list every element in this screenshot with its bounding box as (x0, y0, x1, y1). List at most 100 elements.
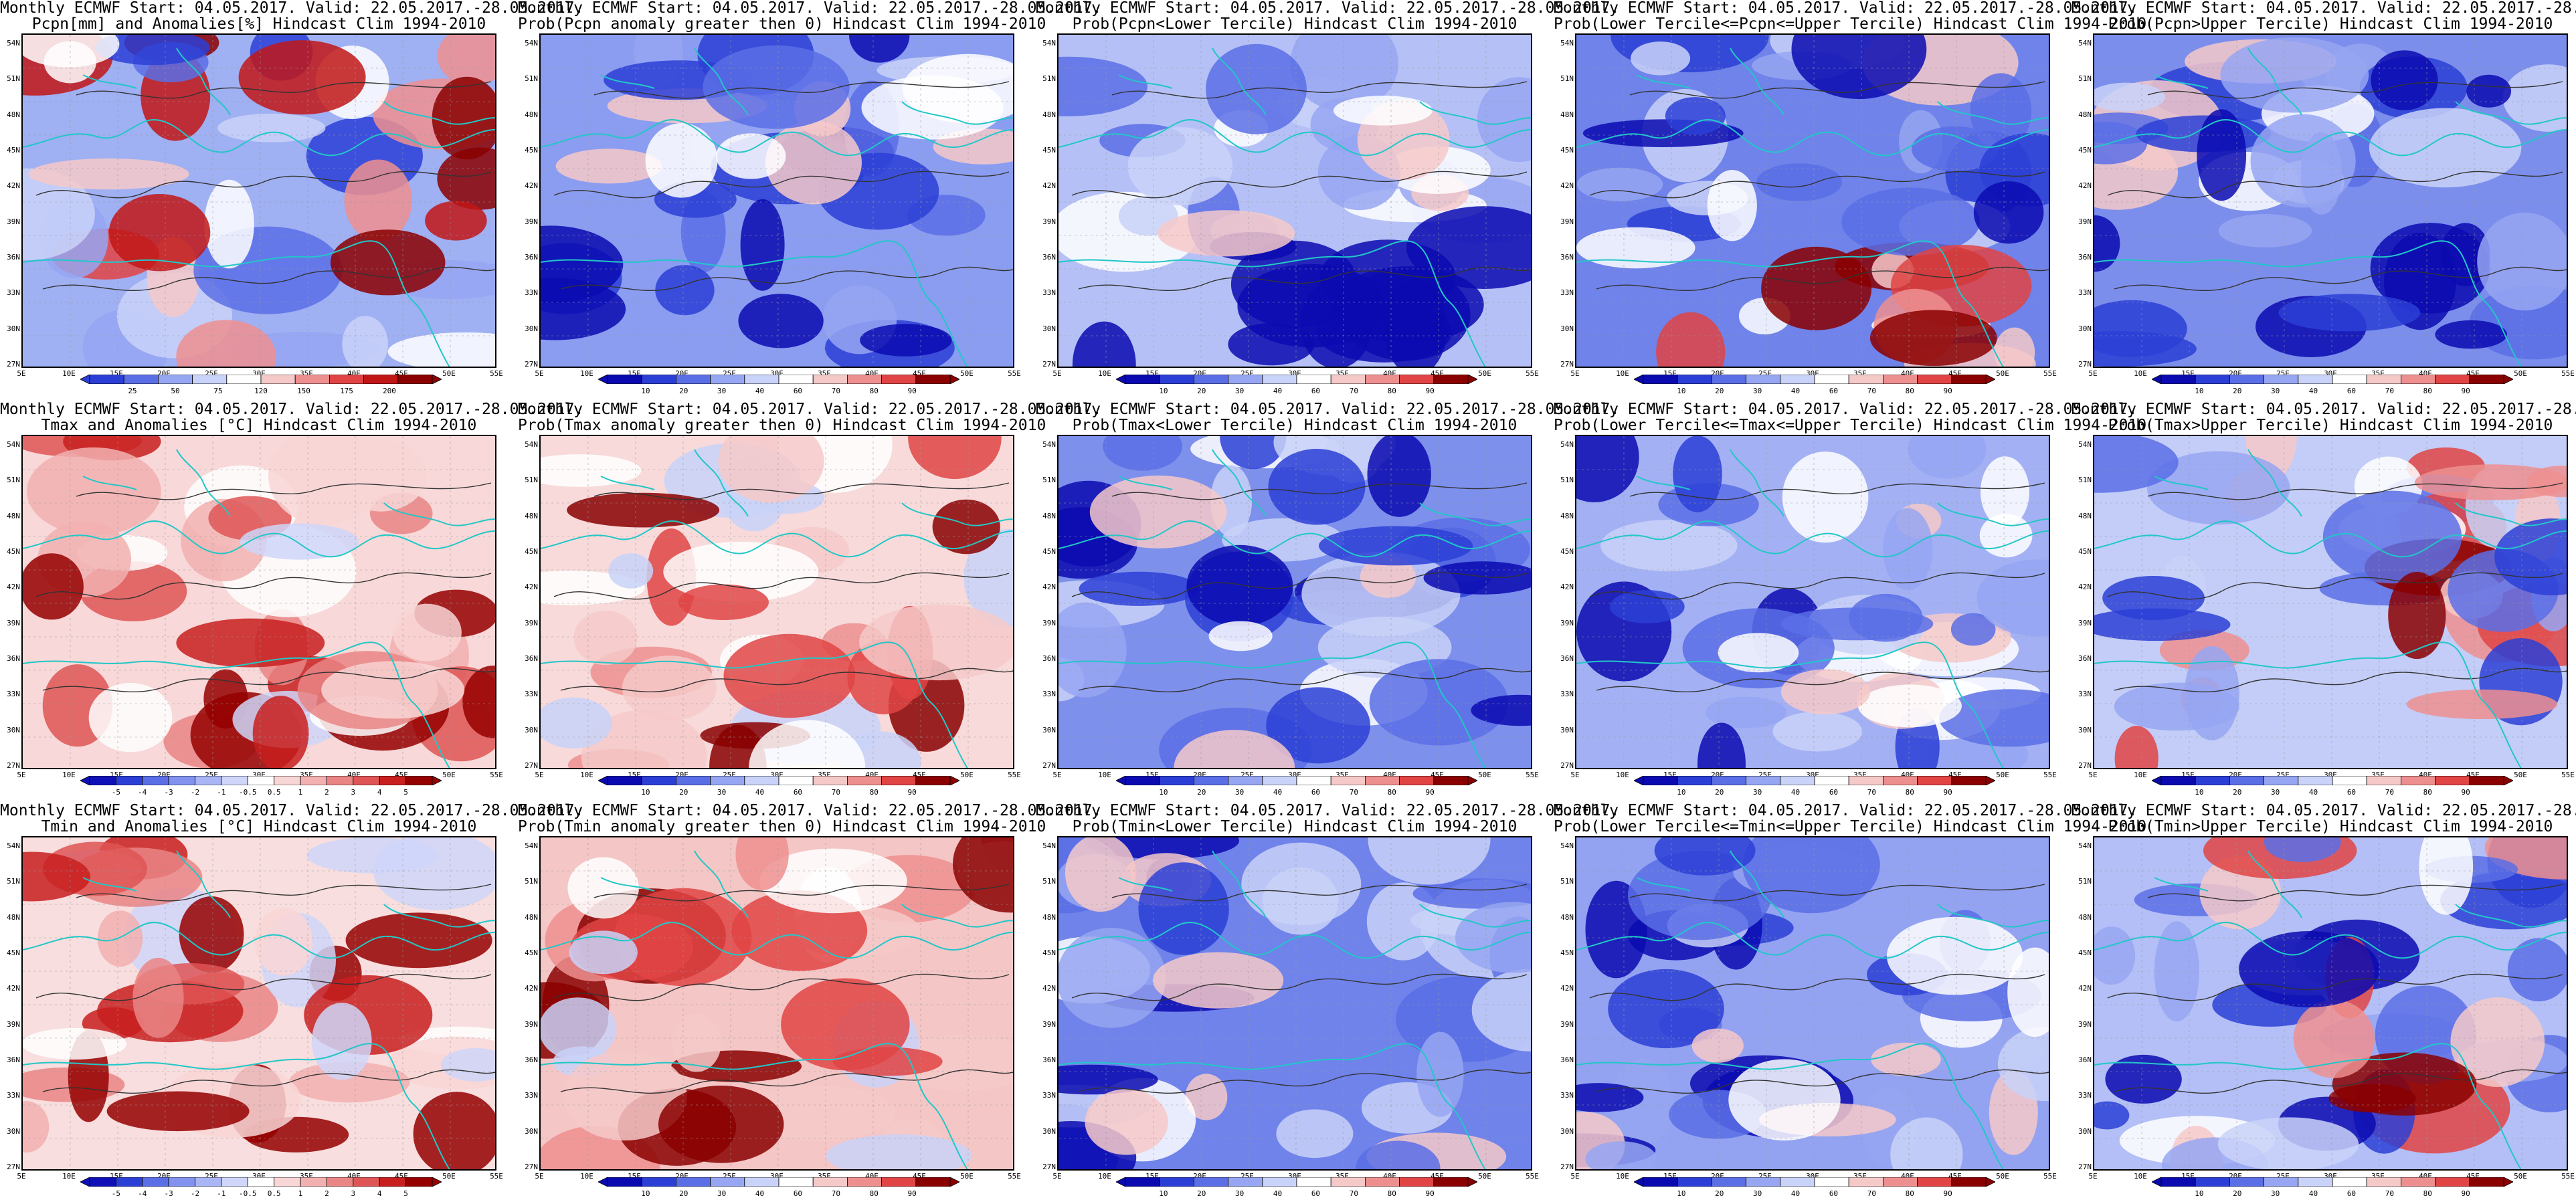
color-bar-segment (2264, 776, 2299, 785)
field-blob (28, 158, 189, 190)
color-bar-label: 80 (869, 788, 879, 797)
latitude-label: 54N (1042, 841, 1056, 850)
field-blob (826, 1134, 972, 1169)
latitude-label: 33N (7, 288, 20, 298)
field-blob (2094, 82, 2165, 112)
color-bar-label: 25 (128, 387, 137, 395)
latitude-label: 45N (1042, 547, 1056, 556)
color-bar (1116, 375, 1477, 384)
color-bar-label: -5 (111, 1189, 120, 1198)
color-bar-segment (1125, 776, 1160, 785)
coastline (1636, 850, 2049, 928)
coastline (1576, 641, 2004, 768)
field-blob (1059, 1064, 1158, 1095)
color-bar-segment (397, 375, 433, 384)
color-bar-segment (379, 776, 407, 785)
coastline (2094, 1043, 2522, 1169)
color-bar-label: 40 (1273, 788, 1283, 797)
latitude-label: 42N (1042, 984, 1056, 993)
coastline (1059, 922, 1531, 959)
color-bar-segment (2332, 776, 2367, 785)
contour-line (560, 668, 1013, 693)
longitude-label: 50E (1996, 369, 2009, 378)
contour-line (42, 266, 495, 292)
color-bar-segment (221, 1177, 248, 1187)
map-field (1575, 836, 2050, 1171)
color-bar-label: 20 (2233, 387, 2242, 395)
field-blob (1600, 520, 1738, 572)
field-blob (1152, 952, 1284, 1009)
color-bar-segment (353, 776, 380, 785)
latitude-label: 30N (2078, 1126, 2092, 1136)
panel-title-variable: Prob(Tmin anomaly greater then 0) Hindca… (518, 818, 1046, 835)
contour-line (560, 1069, 1013, 1094)
contour-line (593, 482, 1010, 500)
longitude-label: 55E (2043, 1172, 2057, 1181)
color-bar-segment (881, 776, 917, 785)
color-bar (80, 375, 442, 384)
latitude-label: 39N (525, 217, 538, 226)
panel-title-header: Monthly ECMWF Start: 04.05.2017. Valid: … (1036, 802, 1620, 819)
color-bar-segment (327, 1177, 354, 1187)
latitude-label: 27N (525, 1163, 538, 1171)
color-bar-label: 40 (1790, 387, 1801, 395)
field-blob (765, 120, 862, 205)
color-bar-label: 70 (831, 1189, 840, 1198)
color-bar-segment (2435, 1177, 2470, 1187)
color-bar-segment (1712, 776, 1747, 785)
map-field (1057, 33, 1532, 368)
field-blob (1576, 436, 1639, 502)
latitude-label: 54N (525, 841, 538, 850)
field-blob (1072, 321, 1136, 367)
color-bar-label: 60 (2347, 387, 2357, 395)
color-bar (80, 776, 442, 785)
contour-line (2107, 572, 2563, 600)
field-blob (1791, 35, 1927, 100)
color-bar-max-arrow (432, 776, 442, 785)
color-bar-segment (1882, 776, 1918, 785)
contour-line (560, 266, 1013, 292)
latitude-label: 30N (1042, 1126, 1056, 1136)
color-bar-label: 80 (2423, 788, 2432, 797)
panel-title-header: Monthly ECMWF Start: 04.05.2017. Valid: … (1036, 401, 1620, 418)
latitude-label: 39N (1042, 1019, 1056, 1029)
coastline (1576, 922, 2049, 959)
latitude-label: 36N (2078, 1056, 2092, 1064)
latitude-label: 27N (2078, 1163, 2092, 1171)
latitude-label: 39N (7, 1019, 20, 1029)
color-bar-label: 20 (2233, 788, 2242, 797)
coastline (23, 119, 495, 157)
color-bar-max-arrow (1985, 1177, 1995, 1187)
color-bar-segment (778, 375, 814, 384)
field-blob (563, 1051, 687, 1140)
color-bar-segment (158, 375, 193, 384)
color-bar-segment (1951, 776, 1987, 785)
color-bar-segment (2229, 1177, 2265, 1187)
color-bar-label: 30 (2271, 387, 2280, 395)
color-bar-min-arrow (598, 1177, 608, 1187)
field-blob (1276, 1109, 1354, 1159)
latitude-label: 45N (525, 547, 538, 556)
color-bar-label: 20 (2233, 1189, 2242, 1198)
latitude-label: 54N (7, 440, 20, 449)
color-bar-label: 70 (1349, 387, 1358, 395)
field-blob (1576, 1083, 1644, 1112)
color-bar-segment (1677, 776, 1712, 785)
map-panel-prob-tmin-anomaly-gt0: Monthly ECMWF Start: 04.05.2017. Valid: … (518, 803, 1101, 1204)
coastline (23, 520, 495, 558)
color-bar-segment (168, 776, 195, 785)
color-bar-label: 30 (717, 387, 727, 395)
color-bar-segment (744, 776, 779, 785)
field-blob (2184, 645, 2239, 740)
latitude-label: 36N (1042, 253, 1056, 262)
latitude-label: 30N (525, 725, 538, 734)
latitude-label: 33N (525, 690, 538, 699)
color-bar-segment (1228, 776, 1263, 785)
color-bar-min-arrow (598, 776, 608, 785)
panel-title-variable: Prob(Tmin>Upper Tercile) Hindcast Clim 1… (2108, 818, 2553, 835)
latitude-label: 30N (7, 324, 20, 333)
color-bar-label: 60 (1311, 788, 1321, 797)
color-bar-segment (1399, 1177, 1435, 1187)
color-bar-segment (1712, 1177, 1747, 1187)
panel-title-variable: Prob(Pcpn>Upper Tercile) Hindcast Clim 1… (2108, 15, 2553, 33)
